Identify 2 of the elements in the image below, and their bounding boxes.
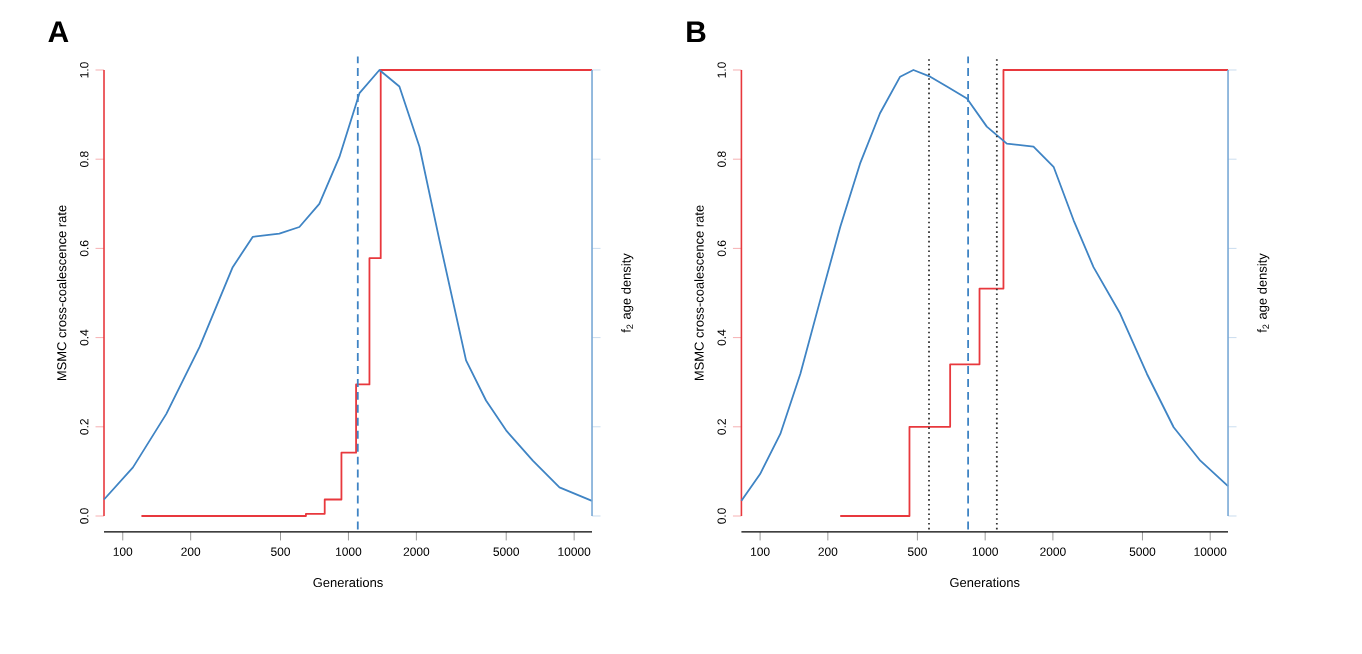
chart-title: B bbox=[687, 21, 706, 43]
chart-title: A bbox=[48, 21, 69, 43]
